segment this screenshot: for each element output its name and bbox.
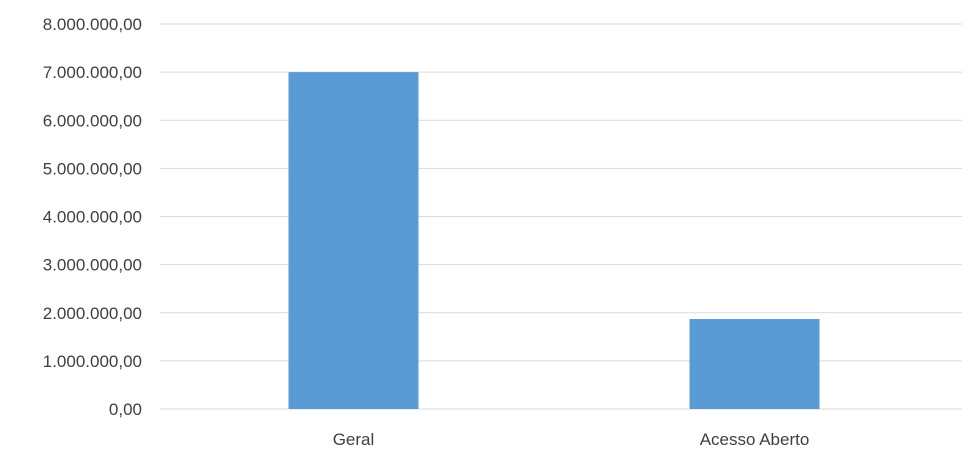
y-tick-label: 6.000.000,00: [43, 111, 142, 130]
y-tick-label: 0,00: [109, 400, 142, 419]
gridlines: [160, 23, 962, 410]
bars: [288, 72, 820, 409]
x-category-label: Acesso Aberto: [700, 430, 810, 449]
y-tick-label: 2.000.000,00: [43, 304, 142, 323]
y-tick-label: 1.000.000,00: [43, 352, 142, 371]
y-tick-label: 5.000.000,00: [43, 159, 142, 178]
bar-acesso-aberto: [689, 319, 820, 409]
y-axis-tick-labels: 0,00 1.000.000,00 2.000.000,00 3.000.000,00…: [43, 15, 142, 419]
y-tick-label: 8.000.000,00: [43, 15, 142, 34]
y-tick-label: 3.000.000,00: [43, 256, 142, 275]
x-category-label: Geral: [333, 430, 375, 449]
y-tick-label: 7.000.000,00: [43, 63, 142, 82]
x-axis-category-labels: Geral Acesso Aberto: [333, 430, 810, 449]
y-tick-label: 4.000.000,00: [43, 208, 142, 227]
bar-geral: [288, 72, 419, 409]
